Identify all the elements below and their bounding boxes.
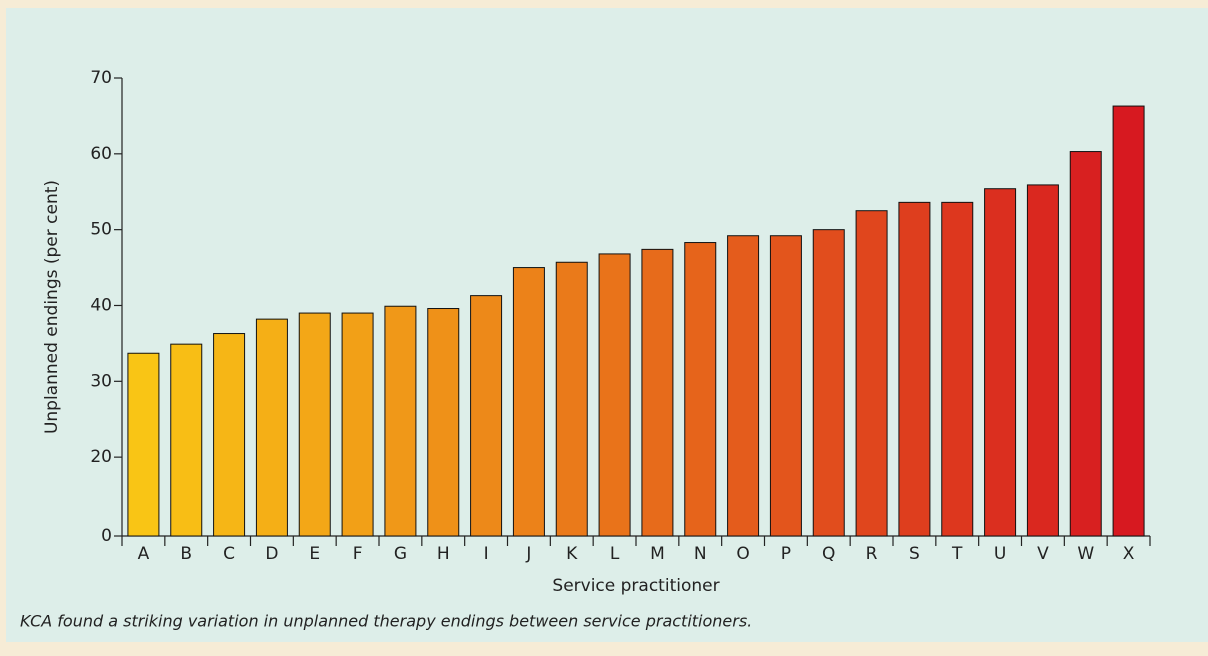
bar — [512, 267, 545, 537]
x-tick-label: F — [353, 544, 363, 564]
bar — [384, 305, 417, 537]
y-axis-label: Unplanned endings (per cent) — [42, 180, 62, 434]
bar — [213, 333, 246, 537]
bar — [1026, 184, 1059, 537]
y-tick-label: 70 — [90, 68, 112, 88]
bar — [470, 295, 503, 537]
x-tick-label: W — [1077, 544, 1094, 564]
x-tick-label: I — [484, 544, 489, 564]
bar — [684, 242, 717, 537]
x-tick-label: S — [909, 544, 920, 564]
x-tick-label: N — [694, 544, 707, 564]
bar — [427, 308, 460, 537]
bar — [769, 235, 802, 537]
y-tick-label: 50 — [90, 220, 112, 240]
bar — [1112, 105, 1145, 537]
x-tick-label: K — [566, 544, 578, 564]
x-tick-label: O — [736, 544, 749, 564]
bar — [727, 235, 760, 537]
y-tick-label: 20 — [90, 447, 112, 467]
y-tick-label: 60 — [90, 144, 112, 164]
x-tick-label: A — [138, 544, 150, 564]
y-tick-label: 30 — [90, 371, 112, 391]
x-tick-label: U — [994, 544, 1006, 564]
bar — [1069, 151, 1102, 537]
bar — [941, 201, 974, 537]
bar — [555, 261, 588, 537]
bar — [170, 343, 203, 537]
x-tick-label: Q — [822, 544, 835, 564]
x-tick-label: G — [394, 544, 407, 564]
bar — [984, 188, 1017, 537]
x-tick-label: V — [1037, 544, 1049, 564]
x-tick-label: C — [223, 544, 235, 564]
bar — [898, 201, 931, 537]
x-tick-label: X — [1123, 544, 1135, 564]
bar — [341, 312, 374, 537]
x-tick-label: T — [951, 544, 963, 564]
x-tick-label: L — [610, 544, 620, 564]
x-tick-label: D — [265, 544, 278, 564]
bar — [641, 248, 674, 537]
x-tick-label: B — [180, 544, 192, 564]
bar — [855, 210, 888, 537]
x-tick-label: P — [781, 544, 791, 564]
x-tick-label: M — [650, 544, 665, 564]
y-tick-label: 0 — [101, 526, 112, 546]
x-tick-label: J — [525, 544, 531, 564]
bar — [127, 352, 160, 537]
x-axis-label: Service practitioner — [552, 576, 719, 596]
bar — [598, 253, 631, 537]
x-tick-label: H — [437, 544, 450, 564]
y-tick-label: 40 — [90, 295, 112, 315]
x-tick-label: R — [866, 544, 878, 564]
caption: KCA found a striking variation in unplan… — [20, 612, 752, 631]
bar — [255, 318, 288, 537]
bar — [298, 312, 331, 537]
x-tick-label: E — [309, 544, 320, 564]
bar — [812, 229, 845, 537]
